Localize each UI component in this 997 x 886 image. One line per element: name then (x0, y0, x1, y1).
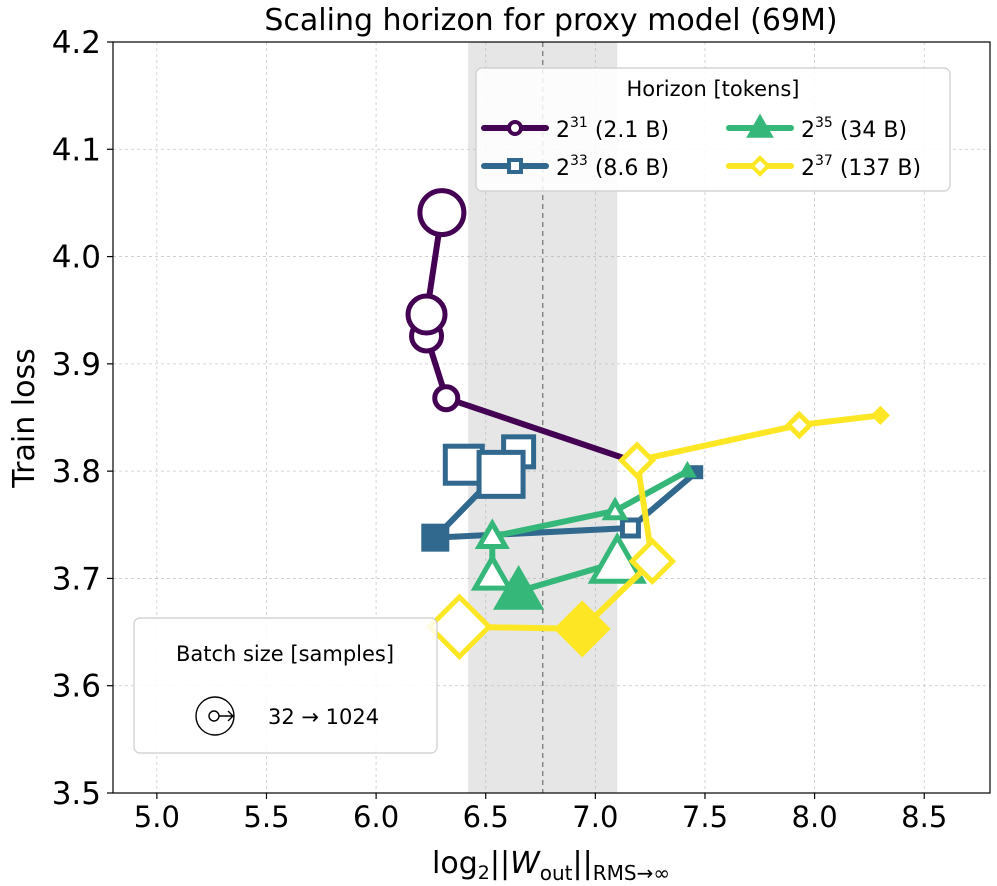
legend-exponent: 33 (570, 153, 588, 169)
x-tick-label: 7.5 (682, 800, 728, 834)
legend-entries: 231 (2.1 B)233 (8.6 B)235 (34 B)237 (137… (481, 113, 921, 181)
legend-base: 2 (801, 118, 815, 143)
series-layer (405, 188, 890, 660)
legend-exponent: 35 (815, 115, 833, 131)
legend-label: 235 (34 B) (801, 115, 907, 143)
batch-size-legend-box (133, 617, 438, 754)
point-diamond-512 (553, 600, 611, 658)
series-31 (405, 188, 645, 470)
legend-marker-circle-icon (507, 120, 523, 136)
point-circle-512 (405, 293, 448, 336)
horizon-legend: Horizon [tokens] 231 (2.1 B)233 (8.6 B)2… (475, 67, 951, 192)
point-triangle-32 (677, 460, 697, 478)
y-tick-label: 4.0 (52, 240, 101, 276)
point-triangle-64 (601, 496, 629, 521)
point-diamond-64 (784, 410, 814, 440)
x-tick-label: 8.5 (901, 800, 947, 834)
x-axis-label: log2||Wout||RMS→∞ (432, 846, 670, 885)
x-tick-label: 6.5 (463, 800, 509, 834)
batch-size-legend-title: Batch size [samples] (176, 642, 394, 666)
legend-suffix: (34 B) (833, 118, 907, 143)
y-tick-label: 4.1 (52, 132, 101, 168)
x-label-sub2: RMS→∞ (593, 861, 670, 885)
batch-size-arrow-icon (219, 710, 234, 722)
legend-label: 231 (2.1 B) (556, 115, 669, 143)
point-circle-1024 (417, 188, 467, 238)
legend-marker-square-icon (507, 158, 523, 174)
y-axis-label: Train loss (7, 348, 42, 488)
point-triangle-256 (470, 552, 514, 591)
legend-marker-triangle-icon (746, 113, 774, 138)
tick-layer: 5.0 5.5 6.0 6.5 7.0 7.5 8.0 8.5 3.5 3.6 3.7 3.8 3.9 4… (52, 25, 948, 834)
legend-suffix: (2.1 B) (588, 118, 669, 143)
point-triangle-1024 (587, 531, 647, 584)
point-triangle-512 (493, 564, 545, 610)
point-circle-128 (432, 384, 461, 413)
x-label-wsub: out (540, 861, 573, 885)
legend-suffix: (8.6 B) (588, 156, 669, 181)
point-square-128 (421, 523, 450, 552)
point-square-1024 (476, 449, 526, 499)
batch-size-legend: Batch size [samples] 32 → 1024 (133, 617, 438, 754)
legend-base: 2 (556, 118, 570, 143)
y-tick-label: 3.5 (52, 776, 101, 812)
x-label-bars-close: || (573, 846, 593, 881)
chart-title: Scaling horizon for proxy model (69M) (264, 3, 837, 38)
x-label-prefix: log (432, 846, 478, 881)
x-tick-label: 5.0 (134, 800, 180, 834)
x-label-bars-open: || (490, 846, 510, 881)
legend-suffix: (137 B) (833, 156, 921, 181)
point-diamond-32 (870, 405, 890, 425)
point-diamond-256 (628, 537, 677, 586)
point-triangle-128 (474, 518, 510, 550)
x-tick-label: 7.0 (572, 800, 618, 834)
x-label-sub1: 2 (478, 862, 490, 884)
series-37 (426, 405, 890, 660)
point-diamond-128 (617, 441, 657, 480)
legend-label: 237 (137 B) (801, 153, 921, 181)
point-diamond-1024 (426, 593, 493, 660)
series-35 (470, 460, 697, 610)
legend-entry-31: 231 (2.1 B) (481, 115, 669, 143)
y-tick-label: 3.8 (52, 454, 101, 490)
legend-label: 233 (8.6 B) (556, 153, 669, 181)
horizon-legend-box (475, 67, 951, 192)
y-tick-label: 3.9 (52, 347, 101, 383)
y-tick-label: 4.2 (52, 25, 101, 61)
plot-frame (112, 41, 991, 794)
legend-base: 2 (556, 156, 570, 181)
y-tick-label: 3.6 (52, 669, 101, 705)
batch-size-range: 32 → 1024 (268, 705, 379, 729)
x-tick-label: 5.5 (243, 800, 289, 834)
legend-entry-37: 237 (137 B) (726, 153, 921, 181)
legend-marker-diamond-icon (749, 155, 771, 177)
batch-size-large-circle-icon (195, 696, 235, 736)
point-square-64 (619, 517, 641, 539)
x-tick-label: 6.0 (353, 800, 399, 834)
y-tick-label: 3.7 (52, 561, 101, 597)
legend-entry-33: 233 (8.6 B) (481, 153, 669, 181)
legend-exponent: 37 (815, 153, 833, 169)
legend-base: 2 (801, 156, 815, 181)
x-label-w: W (510, 846, 541, 881)
series-33 (421, 434, 704, 552)
legend-exponent: 31 (570, 115, 588, 131)
horizon-legend-title: Horizon [tokens] (626, 77, 799, 101)
legend-entry-35: 235 (34 B) (726, 113, 907, 143)
x-tick-label: 8.0 (792, 800, 838, 834)
